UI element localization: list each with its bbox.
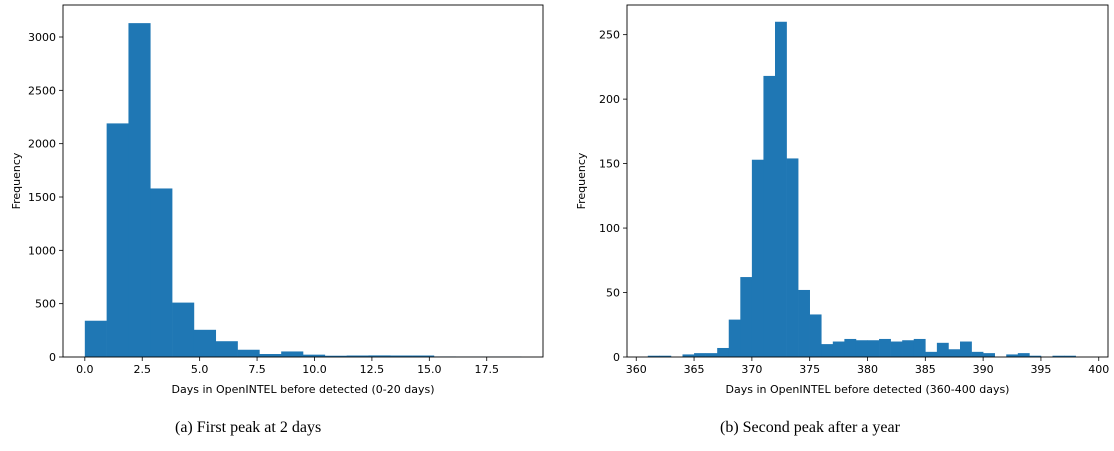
histogram-bar: [412, 355, 435, 357]
histogram-bar: [740, 277, 753, 357]
histogram-bar: [925, 351, 938, 357]
x-tick-label: 360: [626, 363, 647, 376]
y-tick-label: 100: [599, 222, 620, 235]
x-tick-label: 365: [684, 363, 705, 376]
x-tick-label: 12.5: [360, 363, 385, 376]
histogram-bar: [936, 342, 949, 357]
bars-right: [647, 21, 1076, 358]
y-tick-label: 50: [606, 287, 620, 300]
histogram-bar: [705, 353, 718, 357]
histogram-bar: [1006, 354, 1019, 357]
histogram-bar: [346, 355, 369, 357]
histogram-bar: [798, 289, 810, 357]
y-tick-label: 0: [49, 351, 56, 364]
histogram-bar: [390, 355, 413, 357]
histogram-bar: [193, 329, 217, 357]
x-tick-label: 0.0: [76, 363, 94, 376]
histogram-bar: [960, 341, 972, 357]
histogram-bar: [867, 340, 880, 357]
y-tick-label: 2000: [28, 138, 56, 151]
x-tick-label: 5.0: [191, 363, 209, 376]
histogram-bar: [324, 355, 347, 357]
histogram-bar: [368, 355, 391, 357]
y-tick-label: 1000: [28, 244, 56, 257]
histogram-bar: [844, 338, 857, 357]
histogram-bar: [763, 75, 776, 358]
y-tick-label: 1500: [28, 191, 56, 204]
y-tick-label: 2500: [28, 84, 56, 97]
x-tick-label: 400: [1088, 363, 1109, 376]
caption-right-chart: (b) Second peak after a year: [720, 419, 900, 436]
y-axis-label: Frequency: [575, 152, 588, 209]
histogram-bar: [786, 158, 799, 357]
histogram-bar: [281, 351, 304, 357]
histogram-bar: [717, 347, 730, 357]
histogram-bar: [1017, 353, 1030, 357]
x-tick-label: 380: [857, 363, 878, 376]
plot-frame: [62, 4, 544, 358]
histogram-bar: [1029, 355, 1042, 357]
histogram-bar: [809, 314, 822, 357]
x-tick-label: 390: [973, 363, 994, 376]
histogram-bar: [215, 341, 238, 357]
histogram-bar: [128, 23, 151, 358]
histogram-bar: [879, 338, 891, 357]
histogram-bar: [694, 353, 706, 357]
x-axis-label: Days in OpenINTEL before detected (0-20 …: [172, 383, 435, 396]
histogram-bar: [659, 355, 672, 357]
x-tick-label: 7.5: [248, 363, 266, 376]
histogram-bar: [647, 355, 660, 357]
x-tick-label: 375: [799, 363, 820, 376]
histogram-bar: [682, 354, 695, 357]
histogram-bar: [855, 340, 868, 357]
histogram-bar: [106, 123, 129, 358]
histogram-bar: [948, 349, 961, 357]
x-tick-label: 370: [741, 363, 762, 376]
histogram-bar: [890, 341, 903, 357]
histogram-bar: [1064, 355, 1076, 357]
x-tick-label: 17.5: [474, 363, 499, 376]
caption-left-chart: (a) First peak at 2 days: [175, 419, 322, 436]
histogram-bar: [913, 338, 926, 357]
histogram-bar: [971, 351, 984, 357]
y-axis-label: Frequency: [10, 152, 23, 209]
histogram-bar: [1052, 355, 1065, 357]
histogram-bar: [751, 159, 764, 357]
y-tick-label: 250: [599, 29, 620, 42]
chart-right: 360 365 370 375 380 385 390 395 400 0 50 100 150 200 2…: [575, 4, 1109, 396]
y-tick-label: 3000: [28, 31, 56, 44]
histogram-bar: [172, 302, 195, 357]
histogram-bar: [150, 188, 173, 357]
y-tick-label: 0: [613, 351, 620, 364]
x-tick-label: 2.5: [133, 363, 151, 376]
chart-left: 0.0 2.5 5.0 7.5 10.0 12.5 15.0 17.5 0 500 1000 1500…: [10, 4, 544, 396]
histogram-bar: [84, 320, 107, 357]
x-tick-label: 10.0: [302, 363, 327, 376]
histogram-bar: [902, 340, 915, 357]
x-axis-label: Days in OpenINTEL before detected (360-4…: [726, 383, 1010, 396]
y-tick-label: 150: [599, 158, 620, 171]
x-tick-label: 385: [915, 363, 936, 376]
y-tick-label: 200: [599, 93, 620, 106]
histogram-bar: [775, 21, 787, 358]
plot-frame: [626, 4, 1109, 358]
histogram-bar: [259, 354, 282, 357]
histogram-bar: [832, 341, 845, 357]
x-tick-label: 395: [1030, 363, 1051, 376]
bars-left: [84, 23, 522, 358]
histogram-bar: [821, 344, 834, 357]
histogram-bar: [303, 354, 326, 357]
histogram-bar: [983, 353, 995, 357]
y-tick-label: 500: [35, 298, 56, 311]
histogram-bar: [237, 349, 260, 357]
x-tick-label: 15.0: [417, 363, 442, 376]
histogram-bar: [728, 319, 741, 357]
